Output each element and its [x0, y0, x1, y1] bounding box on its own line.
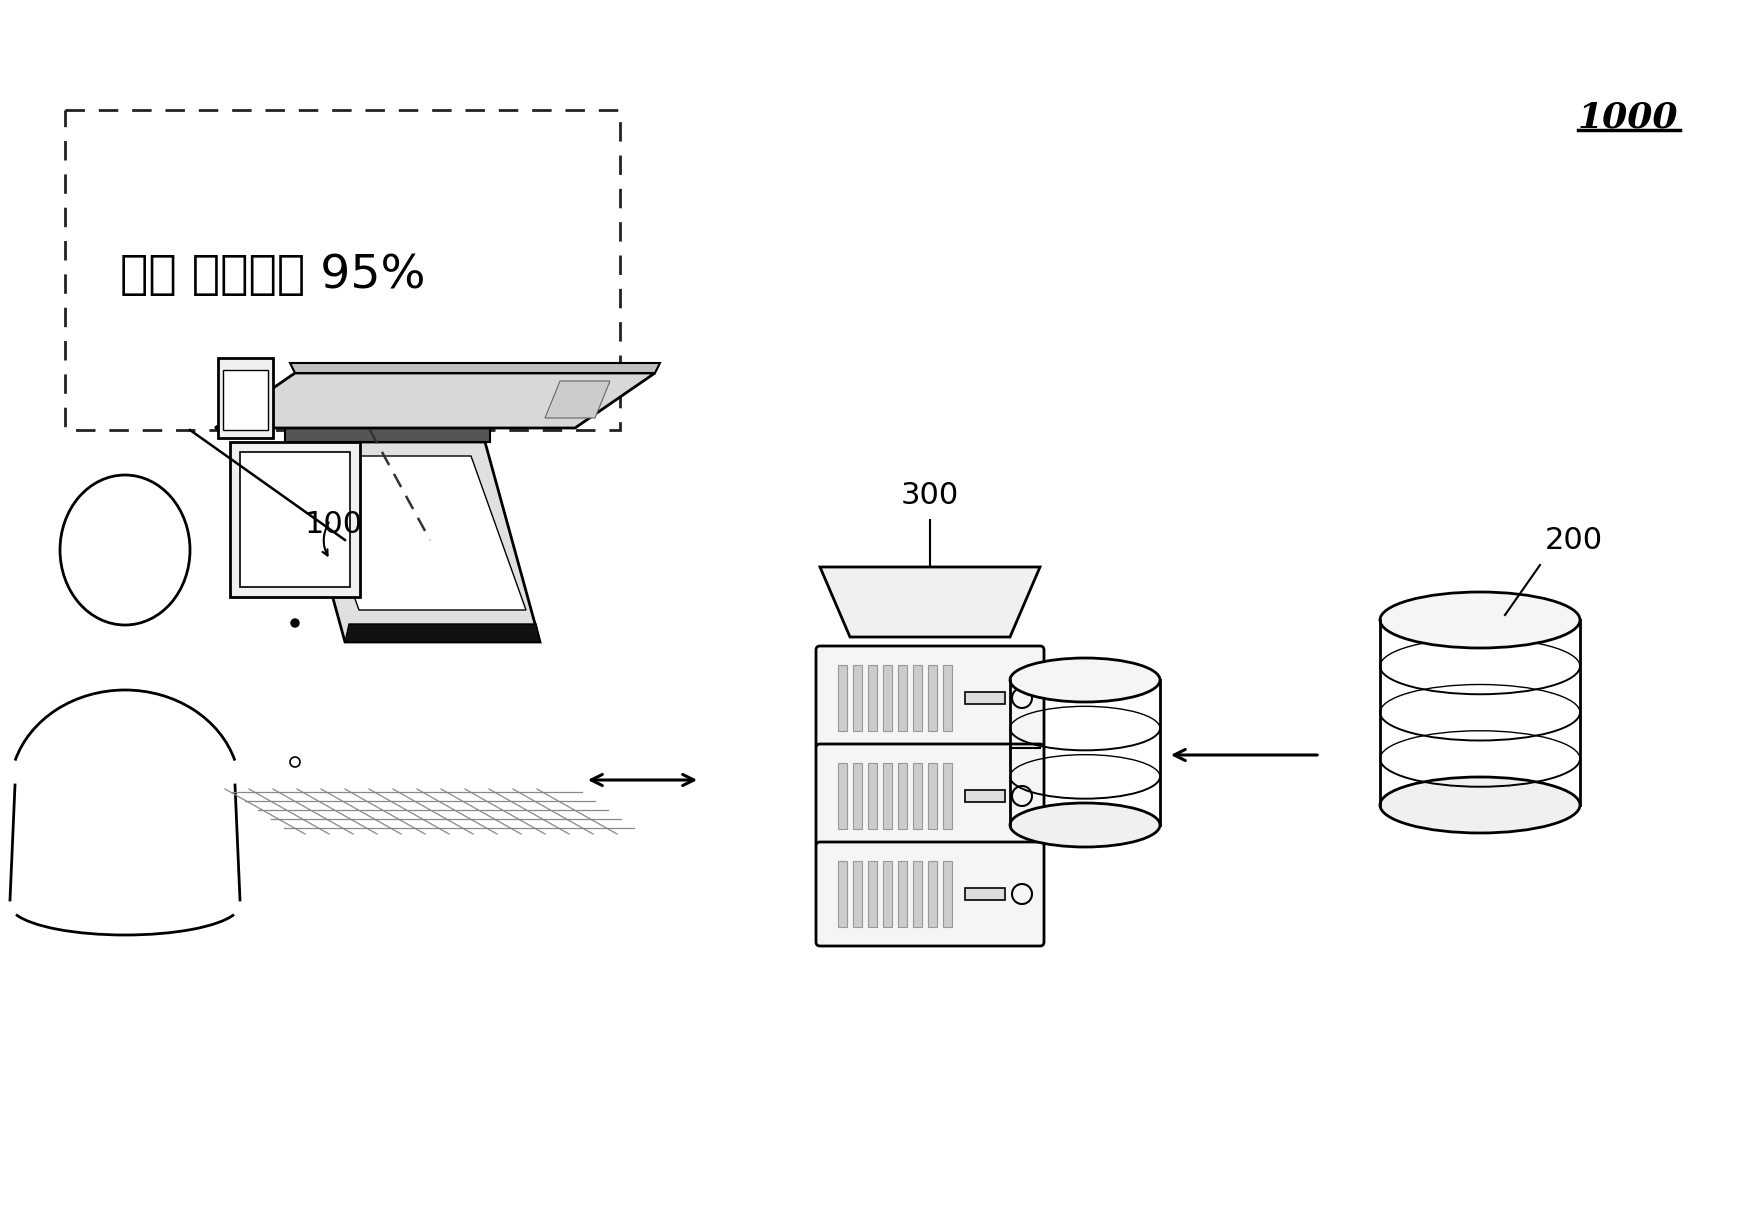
Ellipse shape — [1010, 804, 1160, 847]
Polygon shape — [898, 764, 906, 829]
Polygon shape — [964, 790, 1005, 802]
Polygon shape — [838, 861, 847, 927]
Polygon shape — [943, 764, 952, 829]
Polygon shape — [546, 381, 611, 418]
Polygon shape — [928, 764, 936, 829]
Ellipse shape — [1380, 591, 1580, 648]
Polygon shape — [898, 665, 906, 731]
Polygon shape — [884, 764, 892, 829]
Polygon shape — [943, 861, 952, 927]
Text: 300: 300 — [901, 481, 959, 510]
Polygon shape — [884, 861, 892, 927]
FancyBboxPatch shape — [817, 646, 1044, 750]
Polygon shape — [345, 624, 540, 642]
Polygon shape — [231, 442, 361, 598]
Polygon shape — [290, 442, 540, 642]
Polygon shape — [884, 665, 892, 731]
Polygon shape — [290, 364, 660, 373]
FancyBboxPatch shape — [817, 842, 1044, 947]
Polygon shape — [868, 764, 876, 829]
Polygon shape — [218, 358, 273, 438]
Polygon shape — [215, 373, 655, 428]
Polygon shape — [913, 665, 922, 731]
Ellipse shape — [1380, 777, 1580, 833]
Circle shape — [290, 619, 299, 627]
Polygon shape — [854, 861, 862, 927]
Polygon shape — [868, 861, 876, 927]
Polygon shape — [285, 428, 489, 442]
Polygon shape — [854, 665, 862, 731]
Text: 1000: 1000 — [1579, 101, 1679, 135]
Polygon shape — [898, 861, 906, 927]
Polygon shape — [943, 665, 952, 731]
Polygon shape — [928, 665, 936, 731]
Ellipse shape — [1010, 658, 1160, 702]
Polygon shape — [928, 861, 936, 927]
FancyBboxPatch shape — [817, 744, 1044, 848]
Polygon shape — [820, 567, 1040, 638]
Text: 200: 200 — [1545, 526, 1603, 555]
Polygon shape — [304, 456, 526, 610]
Text: 재발 저위험군 95%: 재발 저위험군 95% — [120, 252, 426, 297]
Polygon shape — [239, 452, 350, 587]
Text: 100: 100 — [304, 510, 363, 539]
Polygon shape — [854, 764, 862, 829]
Polygon shape — [913, 764, 922, 829]
Polygon shape — [838, 665, 847, 731]
Polygon shape — [964, 692, 1005, 704]
Polygon shape — [913, 861, 922, 927]
Polygon shape — [838, 764, 847, 829]
Polygon shape — [224, 370, 268, 430]
Polygon shape — [964, 888, 1005, 901]
Polygon shape — [868, 665, 876, 731]
